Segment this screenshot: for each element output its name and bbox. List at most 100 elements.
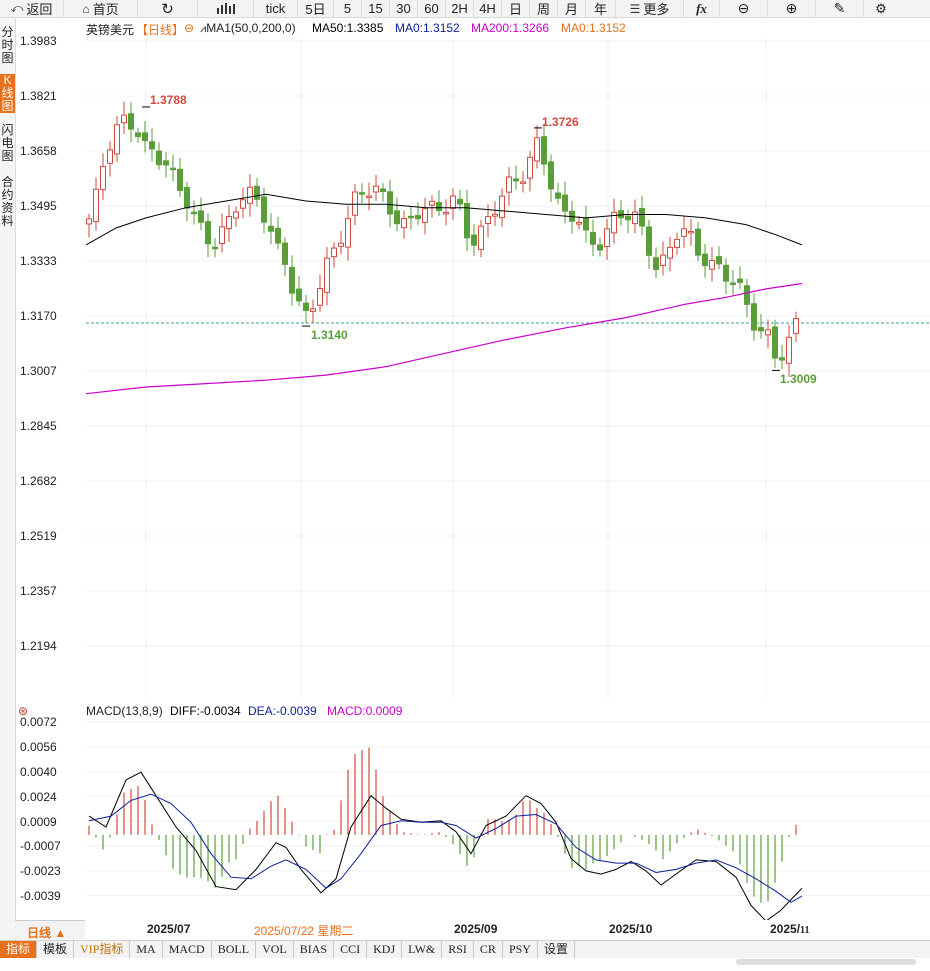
pencil-icon: ✎ xyxy=(833,0,846,16)
price-tick: 1.3495 xyxy=(20,199,57,213)
refresh-button[interactable]: ↻ xyxy=(138,0,198,18)
tab-kdj[interactable]: KDJ xyxy=(367,941,403,958)
sidebar-item-timeshare[interactable]: 分时图 xyxy=(1,25,14,65)
period-selector[interactable]: 日线 ▲ xyxy=(15,920,85,940)
period-30m-button[interactable]: 30 xyxy=(390,0,418,17)
zoom-in-button[interactable]: ⊕ xyxy=(768,0,816,17)
candle-body xyxy=(674,238,680,248)
draw-button[interactable]: ✎ xyxy=(816,0,864,17)
candle-body xyxy=(506,176,512,193)
tab-macd[interactable]: MACD xyxy=(163,941,212,958)
candle-body xyxy=(156,150,162,166)
period-15m-button[interactable]: 15 xyxy=(362,0,390,17)
formula-button[interactable]: fx xyxy=(684,0,720,17)
candle-body xyxy=(450,195,456,209)
horizontal-scrollbar[interactable] xyxy=(736,959,916,965)
candle-body xyxy=(324,257,330,293)
bar-chart-icon xyxy=(216,3,235,14)
period-day-button[interactable]: 日 xyxy=(502,0,530,17)
macd-tick: 0.0024 xyxy=(20,790,57,804)
price-tick: 1.3170 xyxy=(20,309,57,323)
candle-body xyxy=(576,221,582,225)
ma-settings-label[interactable]: ⩘MA1(50,0,200,0) xyxy=(200,21,296,35)
candle-body xyxy=(310,308,316,312)
tab-rsi[interactable]: RSI xyxy=(442,941,474,958)
tab-lw[interactable]: LW& xyxy=(402,941,443,958)
period-5d-button[interactable]: 5日 xyxy=(298,0,334,17)
candle-body xyxy=(583,217,589,231)
tab-templates[interactable]: 模板 xyxy=(37,941,75,958)
macd-tick: -0.0023 xyxy=(20,864,61,878)
period-week-button[interactable]: 周 xyxy=(530,0,558,17)
tab-psy[interactable]: PSY xyxy=(503,941,538,958)
candle-body xyxy=(352,191,358,216)
candle-body xyxy=(436,202,442,212)
dea-line xyxy=(88,793,803,903)
candle-body xyxy=(429,200,435,206)
macd-dea: DEA:-0.0039 xyxy=(248,704,317,718)
candle-body xyxy=(149,141,155,150)
candlestick-chart[interactable]: 1.3788 1.3726 1.3140 1.3009 xyxy=(86,38,930,698)
chart-type-button[interactable] xyxy=(198,0,254,17)
candle-body xyxy=(625,215,631,221)
candle-body xyxy=(513,178,519,182)
sidebar-item-lightning[interactable]: 闪电图 xyxy=(1,123,14,163)
tab-settings[interactable]: 设置 xyxy=(538,941,575,958)
period-month-button[interactable]: 月 xyxy=(558,0,586,17)
period-60m-button[interactable]: 60 xyxy=(418,0,446,17)
candle-body xyxy=(646,226,652,256)
tab-cci[interactable]: CCI xyxy=(334,941,368,958)
back-button[interactable]: ⤺ 返回 xyxy=(0,0,64,17)
price-tick: 1.3983 xyxy=(20,34,57,48)
tab-vol[interactable]: VOL xyxy=(256,941,294,958)
candle-body xyxy=(296,288,302,302)
tab-cr[interactable]: CR xyxy=(474,941,503,958)
candle-body xyxy=(541,136,547,165)
more-button[interactable]: ☰ 更多 xyxy=(616,0,684,17)
candle-body xyxy=(793,318,799,334)
tab-bias[interactable]: BIAS xyxy=(294,941,335,958)
candle-body xyxy=(527,156,533,179)
macd-chart[interactable] xyxy=(86,716,930,920)
candle-body xyxy=(366,195,372,199)
period-year-button[interactable]: 年 xyxy=(586,0,616,17)
zoom-out-button[interactable]: ⊖ xyxy=(720,0,768,17)
macd-tick: 0.0072 xyxy=(20,715,57,729)
period-4h-button[interactable]: 4H xyxy=(474,0,502,17)
macd-settings-icon[interactable]: ⊛ xyxy=(18,704,29,718)
price-tick: 1.2194 xyxy=(20,639,57,653)
gear-icon: ⚙ xyxy=(875,0,887,16)
candle-body xyxy=(282,242,288,265)
candle-body xyxy=(464,203,470,239)
sidebar-item-contract[interactable]: 合约资料 xyxy=(1,175,14,228)
period-label[interactable]: 【日线】 xyxy=(136,23,185,37)
tick-button[interactable]: tick xyxy=(254,0,298,17)
tab-boll[interactable]: BOLL xyxy=(212,941,257,958)
date-label: 2025/09 xyxy=(454,922,498,936)
candle-body xyxy=(114,124,120,155)
candle-body xyxy=(695,228,701,256)
candle-body xyxy=(338,242,344,247)
period-2h-button[interactable]: 2H xyxy=(446,0,474,17)
period-settings-icon[interactable]: ⊖ xyxy=(184,21,195,35)
refresh-icon: ↻ xyxy=(161,0,174,18)
settings-button[interactable]: ⚙ xyxy=(864,0,898,17)
tab-indicators[interactable]: 指标 xyxy=(0,941,38,958)
candle-body xyxy=(408,215,414,219)
candle-body xyxy=(317,287,323,306)
home-button[interactable]: ⌂ 首页 xyxy=(64,0,138,17)
candle-body xyxy=(135,132,141,138)
macd-value: MACD:0.0009 xyxy=(327,704,403,718)
candle-body xyxy=(618,210,624,219)
tab-vip-indicators[interactable]: VIP指标 xyxy=(74,941,131,958)
candle-body xyxy=(555,192,561,199)
tab-ma[interactable]: MA xyxy=(130,941,163,958)
candle-body xyxy=(268,225,274,232)
macd-histogram xyxy=(88,747,797,903)
top-toolbar: ⤺ 返回 ⌂ 首页 ↻ tick 5日 5 15 30 60 2H 4H 日 周 月… xyxy=(0,0,930,18)
period-5m-button[interactable]: 5 xyxy=(334,0,362,17)
indicator-tab-bar: 指标 模板 VIP指标 MA MACD BOLL VOL BIAS CCI KD… xyxy=(0,940,930,958)
sidebar-item-kline[interactable]: K线图 xyxy=(0,73,15,113)
candle-body xyxy=(786,336,792,364)
candle-body xyxy=(478,225,484,250)
